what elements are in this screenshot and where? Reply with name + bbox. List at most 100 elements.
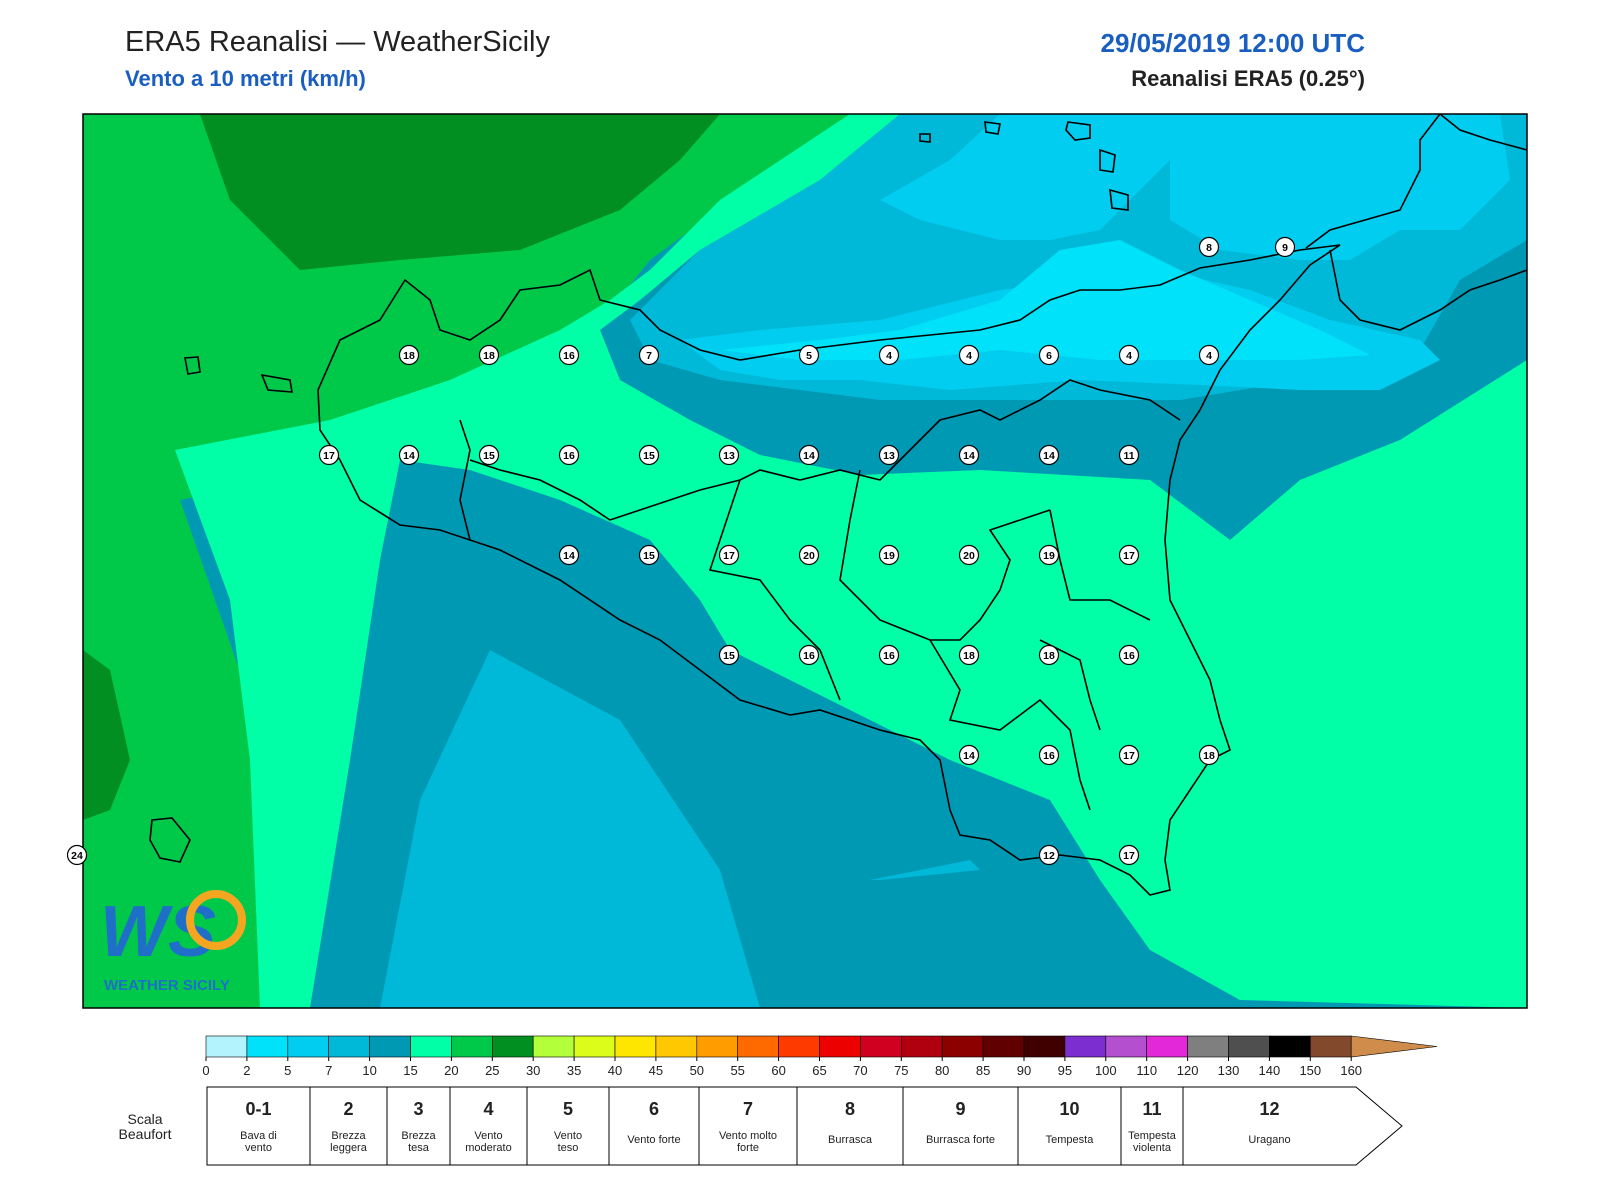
station-value: 14 <box>963 450 975 462</box>
wind-band-7-10-south <box>380 650 760 1008</box>
colorbar-segment <box>491 1035 534 1058</box>
station-value: 13 <box>883 450 895 462</box>
colorbar-segment <box>819 1035 861 1058</box>
beaufort-cell: 12 Uragano <box>1182 1086 1403 1166</box>
station-value: 17 <box>723 550 735 562</box>
station-value: 24 <box>71 850 83 862</box>
station-marker: 11 <box>1118 444 1140 466</box>
station-value: 4 <box>886 350 892 362</box>
station-marker: 16 <box>1038 744 1060 766</box>
colorbar-tick-label: 25 <box>485 1063 499 1078</box>
colorbar-tick-label: 140 <box>1259 1063 1281 1078</box>
colorbar-tick-label: 50 <box>690 1063 704 1078</box>
colorbar-segment <box>860 1035 902 1058</box>
station-marker: 4 <box>1198 344 1220 366</box>
province-border-center <box>839 469 1051 641</box>
beaufort-number: 3 <box>413 1099 423 1119</box>
beaufort-number: 5 <box>563 1099 573 1119</box>
beaufort-description: Vento molto forte <box>719 1130 777 1154</box>
colorbar-tick-label: 5 <box>284 1063 291 1078</box>
station-value: 20 <box>963 550 975 562</box>
station-value: 13 <box>723 450 735 462</box>
colorbar-tick-label: 40 <box>608 1063 622 1078</box>
beaufort-number: 7 <box>743 1099 753 1119</box>
station-value: 16 <box>563 450 575 462</box>
wind-band-7-10-malta <box>870 860 980 880</box>
beaufort-cell: 3 Brezza tesa <box>386 1086 451 1166</box>
wind-band-2-5 <box>720 240 1370 360</box>
island-pantelleria <box>149 817 191 863</box>
station-marker: 4 <box>878 344 900 366</box>
colorbar-tick-label: 130 <box>1218 1063 1240 1078</box>
station-value: 16 <box>563 350 575 362</box>
station-value: 16 <box>883 650 895 662</box>
beaufort-description: Brezza tesa <box>401 1130 436 1154</box>
colorbar-tick-label: 2 <box>243 1063 250 1078</box>
station-marker: 16 <box>558 344 580 366</box>
beaufort-number: 11 <box>1142 1099 1161 1119</box>
station-value: 17 <box>323 450 335 462</box>
station-marker: 16 <box>878 644 900 666</box>
beaufort-cell: 8 Burrasca <box>796 1086 904 1166</box>
station-marker: 7 <box>638 344 660 366</box>
station-marker: 18 <box>1038 644 1060 666</box>
colorbar-segment <box>941 1035 984 1058</box>
station-markers: 8 9 18 18 16 7 5 4 4 6 4 4 17 14 15 16 15 13 14 13 14 14 11 14 1… <box>66 236 1296 866</box>
beaufort-label: Scala Beaufort <box>118 1111 172 1142</box>
wind-band-25-30-west <box>83 650 130 820</box>
calabria-coast-north <box>1439 113 1528 151</box>
colorbar: 0 2 5 7 10 15 20 25 30 35 40 45 50 55 60 65 70 75 80 85 90 95… <box>202 1035 1438 1078</box>
wind-band-15-20 <box>175 114 1527 1008</box>
station-value: 14 <box>403 450 415 462</box>
station-value: 17 <box>1123 850 1135 862</box>
colorbar-segment <box>655 1035 698 1058</box>
calabria-coast-south <box>1329 249 1528 331</box>
colorbar-segment <box>451 1035 493 1058</box>
beaufort-description: Tempesta violenta <box>1128 1130 1177 1154</box>
station-value: 8 <box>1206 242 1212 254</box>
station-value: 14 <box>963 750 975 762</box>
station-value: 5 <box>806 350 812 362</box>
colorbar-segment <box>287 1035 329 1058</box>
station-value: 17 <box>1123 750 1135 762</box>
station-value: 16 <box>1123 650 1135 662</box>
station-value: 12 <box>1043 850 1055 862</box>
wind-band-5-7-b <box>1170 114 1510 260</box>
wind-band-25-30 <box>200 114 720 270</box>
colorbar-segment <box>1023 1035 1066 1058</box>
station-marker: 17 <box>318 444 340 466</box>
station-marker: 20 <box>798 544 820 566</box>
station-marker: 5 <box>798 344 820 366</box>
sicily-coast <box>317 244 1341 896</box>
island-aeolian-3 <box>1109 188 1129 211</box>
colorbar-segment <box>1350 1035 1438 1058</box>
colorbar-segment <box>573 1035 616 1058</box>
island-aeolian-1 <box>1065 121 1091 141</box>
province-border-west <box>708 479 841 701</box>
colorbar-segment <box>1187 1035 1229 1058</box>
logo-text: WEATHER SICILY <box>104 977 230 994</box>
station-marker: 14 <box>958 744 980 766</box>
station-marker: 19 <box>878 544 900 566</box>
beaufort-description: Burrasca forte <box>926 1134 995 1146</box>
station-marker: 17 <box>718 544 740 566</box>
island-aeolian-4 <box>984 121 1001 135</box>
station-marker: 4 <box>958 344 980 366</box>
station-value: 4 <box>966 350 972 362</box>
beaufort-cell: 5 Vento teso <box>526 1086 610 1166</box>
station-marker: 18 <box>478 344 500 366</box>
beaufort-description: Vento teso <box>554 1130 582 1154</box>
station-value: 15 <box>723 650 735 662</box>
beaufort-cell: 7 Vento molto forte <box>698 1086 798 1166</box>
station-value: 9 <box>1282 242 1288 254</box>
colorbar-tick-label: 120 <box>1177 1063 1199 1078</box>
station-marker: 15 <box>638 544 660 566</box>
station-value: 19 <box>883 550 895 562</box>
wind-band-20-25 <box>83 114 850 1008</box>
station-value: 18 <box>963 650 975 662</box>
colorbar-segment <box>696 1035 738 1058</box>
province-border-east <box>1049 509 1151 621</box>
station-marker: 14 <box>558 544 580 566</box>
station-value: 15 <box>643 550 655 562</box>
station-value: 18 <box>1203 750 1215 762</box>
